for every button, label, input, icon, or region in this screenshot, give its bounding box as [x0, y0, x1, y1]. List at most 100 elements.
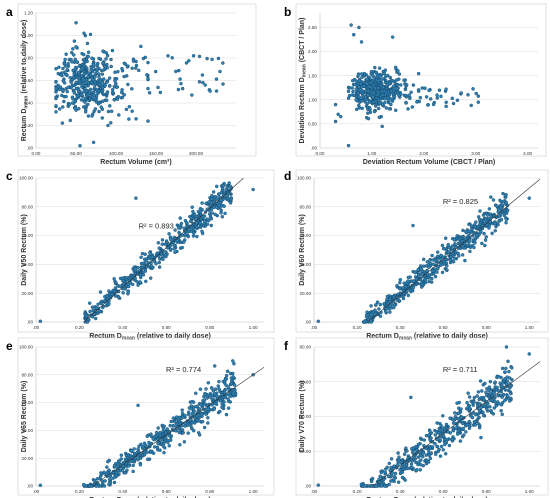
data-point: [184, 221, 189, 225]
data-point: [102, 484, 107, 488]
data-point: [200, 73, 205, 77]
data-point: [90, 56, 94, 60]
data-point: [77, 70, 81, 75]
data-point: [196, 209, 201, 214]
data-point: [185, 423, 190, 428]
data-point: [455, 98, 460, 103]
x-tick-label: 0.80: [205, 325, 214, 330]
data-point: [179, 221, 184, 226]
data-point: [163, 242, 167, 246]
data-point: [409, 90, 413, 95]
data-point: [190, 205, 194, 209]
data-point: [82, 57, 86, 62]
data-point: [180, 245, 185, 250]
data-point: [486, 401, 490, 406]
data-point: [70, 101, 75, 105]
data-point: [488, 212, 493, 216]
data-point: [100, 85, 105, 90]
panel-e: e .00 20.00 40.00 60.00 80.00 100.00 .00 0.20 0.4…: [6, 337, 275, 498]
data-point: [357, 85, 361, 89]
data-point: [333, 102, 338, 107]
data-point: [392, 477, 396, 481]
data-point: [206, 416, 210, 420]
data-point: [113, 79, 117, 83]
data-point: [114, 81, 118, 86]
data-point: [445, 264, 449, 268]
data-point: [186, 431, 190, 435]
data-point: [151, 451, 156, 455]
data-point: [398, 280, 402, 285]
data-point: [446, 242, 450, 247]
data-point: [506, 388, 511, 393]
panel-frame: [17, 169, 275, 333]
data-point: [113, 70, 117, 74]
y-tick-label: 2.50: [308, 25, 317, 30]
x-tick-label: 0.60: [162, 325, 171, 330]
data-point: [488, 220, 492, 224]
data-point: [360, 99, 364, 103]
data-point: [138, 456, 143, 460]
data-point: [485, 213, 490, 217]
data-point: [77, 75, 82, 80]
data-point: [401, 291, 406, 295]
data-point: [359, 72, 364, 76]
data-point: [409, 395, 413, 400]
data-point: [208, 89, 212, 93]
data-point: [445, 268, 449, 272]
data-point: [404, 83, 409, 87]
data-point: [195, 234, 199, 239]
data-point: [119, 453, 124, 457]
data-point: [71, 75, 76, 79]
data-point: [178, 443, 182, 447]
data-point: [453, 414, 458, 419]
data-point: [368, 107, 372, 112]
data-point: [507, 369, 511, 374]
data-point: [82, 72, 87, 76]
data-point: [100, 116, 104, 120]
data-point: [73, 106, 77, 110]
data-point: [467, 426, 472, 430]
data-point: [215, 184, 219, 189]
data-point: [461, 426, 465, 431]
data-point: [231, 371, 235, 376]
data-point: [171, 423, 176, 428]
data-point: [71, 68, 75, 73]
data-point: [418, 436, 423, 440]
panel-frame: [295, 3, 547, 157]
data-point: [213, 387, 218, 391]
data-point: [495, 204, 499, 208]
data-point: [385, 82, 390, 87]
data-point: [376, 86, 381, 90]
data-point: [496, 222, 500, 227]
data-point: [397, 72, 402, 76]
data-point: [212, 364, 217, 368]
data-point: [173, 420, 177, 424]
data-point: [365, 81, 369, 86]
data-point: [63, 57, 67, 62]
data-point: [182, 440, 187, 444]
data-point: [109, 121, 113, 125]
y-tick-label: 60.00: [22, 400, 34, 405]
y-tick-label: 80.00: [300, 345, 312, 350]
data-point: [473, 225, 477, 230]
y-tick-label: 1.50: [308, 73, 317, 78]
data-point: [371, 100, 376, 104]
data-point: [369, 320, 374, 324]
data-point: [225, 184, 229, 189]
data-point: [187, 59, 191, 63]
data-point: [180, 428, 185, 432]
data-point: [449, 255, 453, 259]
data-point: [125, 65, 130, 69]
data-point: [158, 448, 162, 452]
data-point: [404, 100, 408, 105]
data-point: [109, 64, 113, 69]
data-point: [108, 83, 112, 88]
data-point: [72, 53, 76, 57]
data-point: [90, 305, 95, 309]
data-point: [160, 238, 165, 242]
data-point: [500, 366, 505, 371]
data-point: [430, 276, 434, 281]
data-point: [404, 446, 408, 450]
data-point: [365, 310, 369, 314]
data-point: [217, 387, 221, 391]
